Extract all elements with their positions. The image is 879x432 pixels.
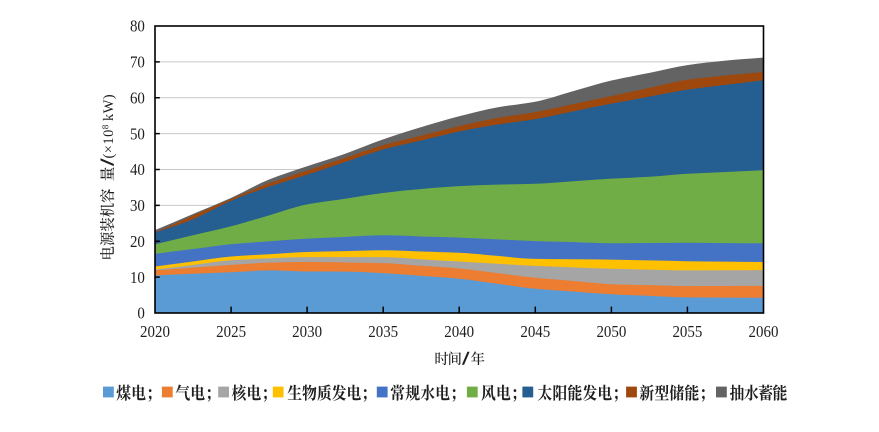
- svg-text:0: 0: [137, 305, 144, 323]
- svg-text:70: 70: [130, 54, 145, 72]
- svg-text:2050: 2050: [596, 323, 626, 341]
- svg-text:60: 60: [130, 90, 145, 108]
- svg-text:80: 80: [130, 18, 145, 36]
- svg-text:2020: 2020: [140, 323, 170, 341]
- svg-text:2045: 2045: [520, 323, 550, 341]
- svg-text:50: 50: [130, 125, 145, 143]
- svg-text:20: 20: [130, 233, 145, 251]
- svg-text:40: 40: [130, 161, 145, 179]
- svg-text:2035: 2035: [368, 323, 398, 341]
- svg-text:10: 10: [130, 269, 145, 287]
- svg-text:2030: 2030: [292, 323, 322, 341]
- svg-text:2040: 2040: [444, 323, 474, 341]
- svg-text:2055: 2055: [672, 323, 702, 341]
- svg-text:2060: 2060: [749, 323, 779, 341]
- svg-text:30: 30: [130, 197, 145, 215]
- svg-text:2025: 2025: [216, 323, 246, 341]
